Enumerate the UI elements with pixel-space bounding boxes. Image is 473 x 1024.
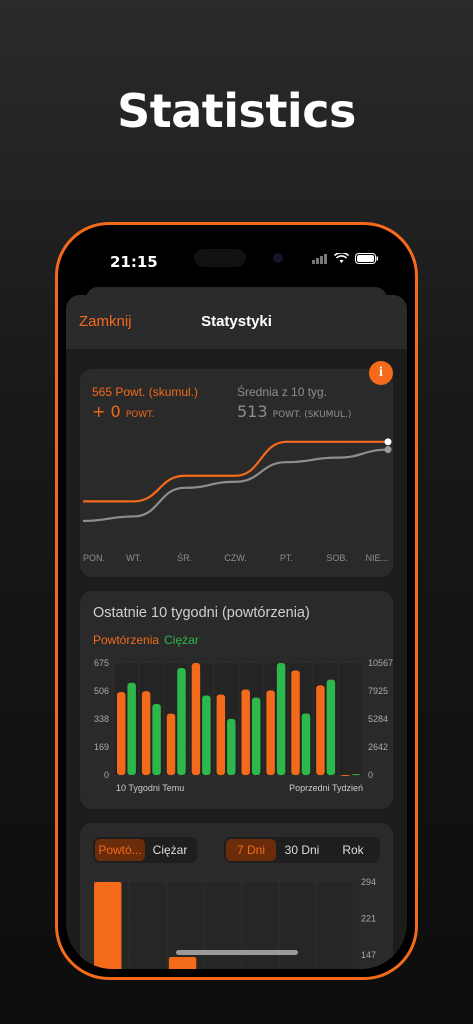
day-column-bg bbox=[205, 882, 241, 969]
bar-reps bbox=[94, 882, 122, 969]
line-series-0 bbox=[82, 448, 389, 523]
phone-frame: 21:15 Zamknij Statystyki i 565 Powt. (sk… bbox=[55, 222, 418, 980]
camera-icon bbox=[273, 253, 283, 263]
day-column-bg bbox=[242, 882, 279, 969]
day-column-bg bbox=[130, 882, 166, 969]
bar-reps bbox=[191, 663, 201, 775]
day-tick-label: WT. bbox=[126, 553, 142, 563]
left-axis-tick: 338 bbox=[94, 714, 109, 724]
line-end-point-1 bbox=[384, 438, 392, 446]
left-axis-tick: 0 bbox=[104, 770, 109, 780]
day-tick-label: NIE... bbox=[365, 553, 388, 563]
bar-reps bbox=[141, 691, 151, 775]
average-label: Średnia z 10 tyg. bbox=[237, 385, 328, 399]
day-tick-label: PON. bbox=[83, 553, 105, 563]
legend-reps: Powtórzenia bbox=[93, 633, 160, 647]
line-end-point-0 bbox=[384, 446, 392, 454]
segment-year[interactable]: Rok bbox=[342, 843, 364, 857]
week-column-bg bbox=[339, 663, 362, 775]
bar-weight bbox=[251, 697, 261, 775]
home-indicator[interactable] bbox=[176, 950, 298, 955]
bar-weight bbox=[326, 679, 336, 775]
current-delta: + 0 POWT. bbox=[92, 402, 154, 421]
weekly-progress-card: i 565 Powt. (skumul.) + 0 POWT. Średnia … bbox=[80, 361, 393, 577]
right-axis-tick: 10567 bbox=[368, 658, 393, 668]
segment-30-days[interactable]: 30 Dni bbox=[284, 843, 320, 857]
bar-weight bbox=[127, 682, 136, 775]
average-value-block: 513 POWT. (SKUMUL.) bbox=[237, 402, 351, 421]
segment-reps[interactable]: Powtó... bbox=[95, 839, 145, 861]
bar-reps bbox=[168, 956, 197, 969]
bar-reps bbox=[241, 689, 250, 775]
right-axis-tick: 5284 bbox=[368, 714, 388, 724]
left-axis-tick: 506 bbox=[94, 686, 109, 696]
bar-reps bbox=[266, 690, 275, 775]
bar-weight bbox=[301, 713, 311, 775]
bar-weight bbox=[351, 774, 360, 776]
nav-bar: Zamknij Statystyki bbox=[66, 295, 407, 349]
right-axis-tick: 7925 bbox=[368, 686, 388, 696]
bar-reps bbox=[166, 713, 176, 775]
legend-weight: Ciężar bbox=[164, 633, 199, 647]
right-axis-tick: 0 bbox=[368, 770, 373, 780]
segment-weight[interactable]: Ciężar bbox=[152, 843, 188, 857]
average-value: 513 bbox=[237, 402, 268, 421]
period-chart-card: Powtó... Ciężar 7 Dni 30 Dni Rok 294 221 1… bbox=[80, 823, 393, 969]
info-icon[interactable]: i bbox=[369, 361, 393, 385]
current-delta-unit: POWT. bbox=[125, 410, 155, 420]
x-axis-right-label: Poprzedni Tydzień bbox=[289, 783, 363, 793]
left-axis-tick: 169 bbox=[94, 742, 109, 752]
hero-title: Statistics bbox=[117, 84, 356, 138]
day-tick-label: CZW. bbox=[224, 553, 247, 563]
status-icons bbox=[312, 253, 379, 264]
right-axis-tick: 221 bbox=[361, 914, 376, 924]
bar-reps bbox=[341, 775, 350, 776]
bar-reps bbox=[291, 670, 300, 775]
page-title: Statystyki bbox=[201, 313, 272, 330]
wifi-icon bbox=[334, 253, 349, 263]
close-button[interactable]: Zamknij bbox=[79, 313, 132, 330]
metric-segmented-control: Powtó... Ciężar bbox=[93, 837, 197, 863]
day-tick-label: PT. bbox=[280, 553, 293, 563]
line-series-1 bbox=[83, 440, 388, 503]
x-axis-left-label: 10 Tygodni Temu bbox=[116, 783, 184, 793]
signal-icon bbox=[312, 253, 327, 264]
ten-weeks-card: Ostatnie 10 tygodni (powtórzenia) Powtór… bbox=[80, 591, 393, 809]
bar-reps bbox=[316, 685, 325, 775]
bar-weight bbox=[152, 703, 161, 775]
battery-icon bbox=[355, 253, 378, 264]
left-axis-tick: 675 bbox=[94, 658, 109, 668]
bar-weight bbox=[202, 695, 211, 775]
current-delta-value: + 0 bbox=[92, 402, 121, 421]
stats-sheet: Zamknij Statystyki i 565 Powt. (skumul.)… bbox=[66, 295, 407, 969]
day-tick-label: SOB. bbox=[326, 553, 348, 563]
phone-screen: 21:15 Zamknij Statystyki i 565 Powt. (sk… bbox=[66, 233, 407, 969]
right-axis-tick: 2642 bbox=[368, 742, 388, 752]
bar-weight bbox=[276, 663, 286, 775]
current-total-label: 565 Powt. (skumul.) bbox=[92, 385, 199, 399]
ten-weeks-legend: Powtórzenia Ciężar bbox=[93, 629, 199, 648]
average-unit: POWT. (SKUMUL.) bbox=[272, 410, 352, 420]
bar-reps bbox=[216, 694, 226, 775]
bar-weight bbox=[177, 667, 186, 775]
cumulative-line-chart: PON. WT. ŚR. CZW. PT. SOB. NIE... bbox=[82, 438, 392, 563]
period-segmented-control: 7 Dni 30 Dni Rok bbox=[224, 837, 380, 863]
bar-reps bbox=[117, 692, 126, 775]
dynamic-island bbox=[194, 249, 246, 267]
day-column-bg bbox=[317, 882, 353, 969]
ten-weeks-title: Ostatnie 10 tygodni (powtórzenia) bbox=[93, 605, 310, 621]
bar-weight bbox=[227, 718, 236, 775]
status-bar: 21:15 bbox=[66, 233, 407, 289]
ten-weeks-bar-chart: 675 10567 506 7925 338 5284 169 2642 0 0 10 Tygodn… bbox=[94, 658, 393, 793]
day-column-bg bbox=[280, 882, 316, 969]
segment-7-days[interactable]: 7 Dni bbox=[226, 839, 276, 861]
day-column-bg bbox=[167, 882, 204, 969]
day-tick-label: ŚR. bbox=[177, 552, 192, 563]
status-time: 21:15 bbox=[110, 253, 158, 271]
right-axis-tick: 294 bbox=[361, 877, 376, 887]
right-axis-tick: 147 bbox=[361, 950, 376, 960]
